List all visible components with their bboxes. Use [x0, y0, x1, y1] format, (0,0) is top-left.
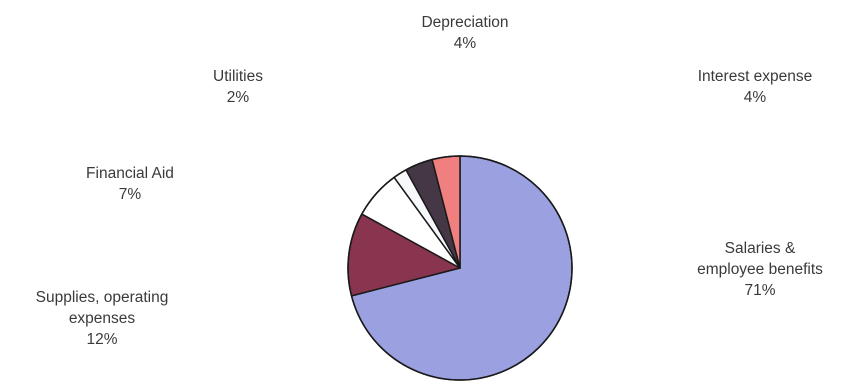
- label-salaries-line2: employee benefits: [697, 261, 823, 278]
- label-salaries-value: 71%: [744, 282, 776, 299]
- label-salaries: Salaries & employee benefits 71%: [675, 238, 845, 301]
- label-depreciation-value: 4%: [453, 35, 477, 52]
- label-supplies: Supplies, operating expenses 12%: [2, 287, 202, 350]
- label-salaries-line1: Salaries &: [724, 240, 796, 257]
- label-supplies-value: 12%: [86, 331, 118, 348]
- label-financial-aid-value: 7%: [118, 186, 142, 203]
- label-supplies-line1: Supplies, operating: [35, 289, 169, 306]
- label-depreciation-line1: Depreciation: [421, 14, 509, 31]
- label-utilities-value: 2%: [226, 89, 250, 106]
- label-interest-expense: Interest expense 4%: [670, 66, 840, 108]
- label-interest-expense-line1: Interest expense: [697, 68, 813, 85]
- label-utilities-line1: Utilities: [213, 68, 263, 85]
- label-supplies-line2: expenses: [68, 310, 136, 327]
- label-depreciation: Depreciation 4%: [395, 12, 535, 54]
- label-financial-aid-line1: Financial Aid: [86, 165, 174, 182]
- label-utilities: Utilities 2%: [188, 66, 288, 108]
- label-interest-expense-value: 4%: [743, 89, 767, 106]
- pie-outline: [347, 155, 573, 381]
- label-financial-aid: Financial Aid 7%: [55, 163, 205, 205]
